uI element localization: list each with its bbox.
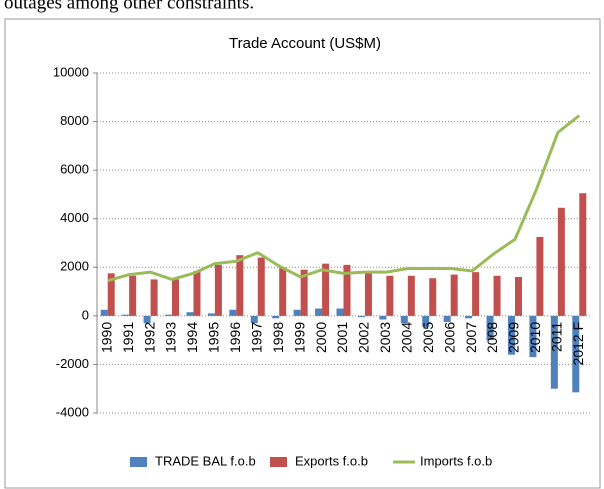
x-tick-label: 1994 <box>184 322 200 353</box>
bar <box>165 314 173 316</box>
legend-swatch <box>270 457 287 467</box>
bar <box>407 275 415 316</box>
bar <box>343 264 351 316</box>
bar <box>493 275 501 316</box>
bar <box>472 272 480 316</box>
y-tick-label: 10000 <box>53 64 89 79</box>
x-tick-label: 1995 <box>206 322 222 353</box>
bar <box>129 275 137 316</box>
legend-label: TRADE BAL f.o.b <box>155 453 256 468</box>
chart-frame <box>4 18 601 489</box>
x-tick-label: 1991 <box>120 322 136 353</box>
x-tick-label: 2008 <box>484 322 500 353</box>
y-tick-label: -2000 <box>56 356 89 371</box>
chart-title: Trade Account (US$M) <box>229 35 381 52</box>
bar <box>257 257 265 316</box>
bar <box>122 314 130 316</box>
bar <box>529 315 537 358</box>
bar <box>186 312 194 316</box>
legend-label: Imports f.o.b <box>420 453 492 468</box>
bar <box>443 315 451 322</box>
bar <box>557 207 565 316</box>
x-tick-label: 2005 <box>420 322 436 353</box>
x-tick-label: 2010 <box>527 322 543 353</box>
y-tick-label: 4000 <box>60 210 89 225</box>
bar <box>315 308 323 316</box>
bar <box>236 255 244 316</box>
bar <box>229 309 237 316</box>
bar <box>364 272 372 316</box>
bar <box>465 315 473 319</box>
bar <box>422 315 430 327</box>
bar <box>214 264 222 316</box>
bar <box>272 315 280 319</box>
bar <box>572 315 580 393</box>
bar <box>486 315 494 341</box>
bar <box>450 274 458 316</box>
bar <box>100 309 108 316</box>
x-tick-label: 2009 <box>506 322 522 353</box>
bar <box>300 269 308 316</box>
bar <box>579 193 587 316</box>
x-tick-label: 2007 <box>463 322 479 353</box>
x-tick-label: 2000 <box>313 322 329 353</box>
y-tick-label: 0 <box>82 307 89 322</box>
x-tick-label: 1990 <box>98 322 114 353</box>
x-tick-label: 1997 <box>248 322 264 353</box>
bar <box>172 279 180 316</box>
bar <box>514 277 522 316</box>
x-tick-label: 2006 <box>441 322 457 353</box>
bar <box>550 315 558 389</box>
y-tick-label: 8000 <box>60 113 89 128</box>
x-tick-label: 1992 <box>141 322 157 353</box>
x-tick-label: 1998 <box>270 322 286 353</box>
y-tick-label: -4000 <box>56 404 89 419</box>
x-tick-label: 2003 <box>377 322 393 353</box>
bar <box>429 278 437 316</box>
x-tick-label: 2012 F <box>570 322 586 366</box>
bar <box>507 315 515 355</box>
bar <box>207 313 215 316</box>
bar <box>193 270 201 316</box>
legend-label: Exports f.o.b <box>295 453 368 468</box>
x-tick-label: 1999 <box>291 322 307 353</box>
page-text: outages among other constraints. <box>4 0 254 13</box>
bar <box>250 315 258 324</box>
y-tick-label: 2000 <box>60 259 89 274</box>
bar <box>150 279 158 316</box>
y-tick-label: 6000 <box>60 162 89 177</box>
line <box>107 114 581 283</box>
x-tick-label: 2004 <box>399 322 415 353</box>
bar <box>336 308 344 316</box>
x-tick-label: 2001 <box>334 322 350 353</box>
bar <box>400 315 408 324</box>
bar <box>143 315 151 324</box>
bar <box>536 236 544 316</box>
legend-swatch <box>130 457 147 467</box>
x-tick-label: 2011 <box>549 322 565 352</box>
bar <box>322 263 330 316</box>
x-tick-label: 1993 <box>163 322 179 353</box>
bar <box>379 315 387 320</box>
x-tick-label: 1996 <box>227 322 243 353</box>
bar <box>293 309 301 316</box>
bar <box>107 273 115 316</box>
x-tick-label: 2002 <box>356 322 372 353</box>
bar <box>357 315 365 318</box>
bar <box>386 275 394 316</box>
bar <box>279 267 287 316</box>
